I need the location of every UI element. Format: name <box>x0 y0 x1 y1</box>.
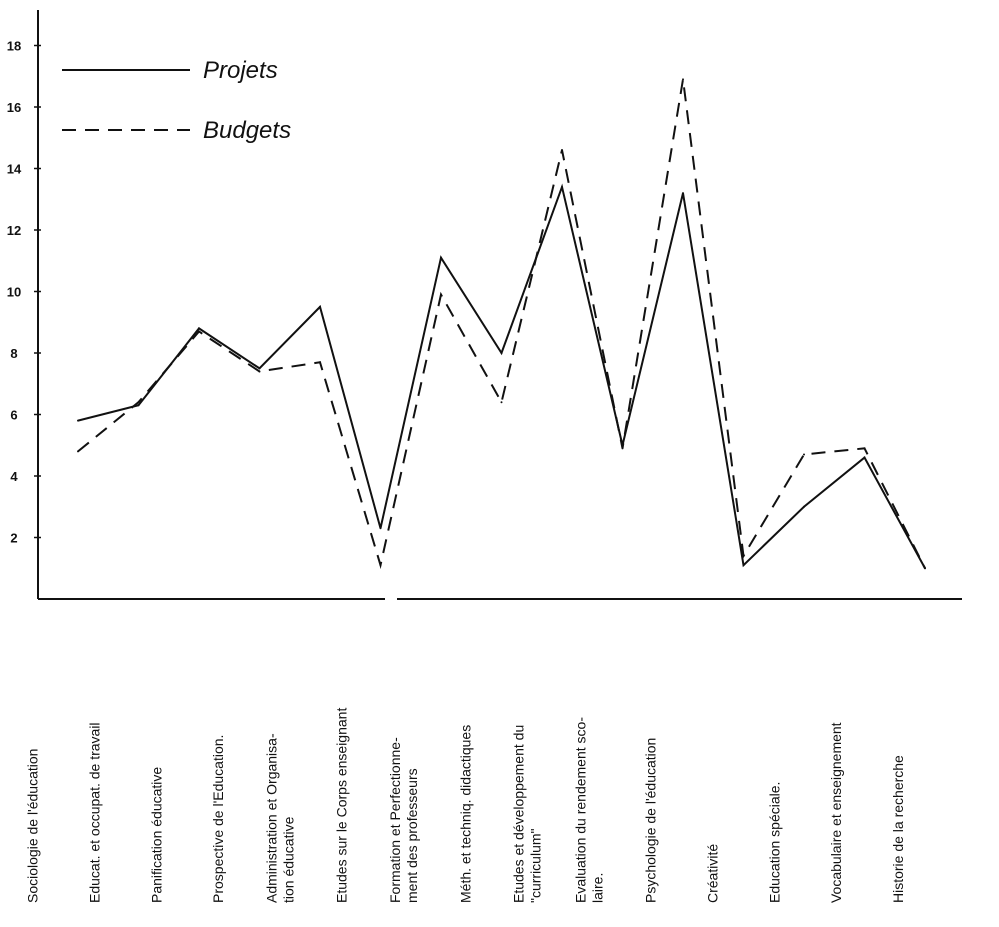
y-tick-label: 14 <box>7 162 22 177</box>
data-point-budgets <box>500 401 503 404</box>
data-point-budgets <box>863 447 866 450</box>
category-label: Evaluation du rendement sco- <box>572 717 588 903</box>
data-point-budgets <box>440 293 442 296</box>
data-point-budgets <box>198 330 200 333</box>
axes: 2 4 6 8 10 12 14 16 18 <box>7 10 962 600</box>
data-point-projets <box>803 505 805 508</box>
legend: Projets Budgets <box>62 57 291 144</box>
category-label: Prospective de l'Education. <box>210 735 226 903</box>
data-point-projets <box>198 327 200 330</box>
category-label: laire. <box>589 873 605 903</box>
category-label: Psychologie de l'éducation <box>643 738 659 903</box>
y-tick-label: 10 <box>7 285 21 300</box>
data-point-projets <box>379 527 382 530</box>
data-point-projets <box>258 367 261 370</box>
category-label: Etudes et développement du <box>511 725 527 903</box>
data-point-projets <box>863 456 866 459</box>
data-point-projets <box>77 419 79 422</box>
y-tick-label: 16 <box>7 100 21 115</box>
category-label: Vocabulaire et enseignement <box>828 722 844 903</box>
data-point-budgets <box>682 78 684 81</box>
y-tick-label: 18 <box>7 39 21 54</box>
category-label: Formation et Perfectionne- <box>387 737 403 903</box>
data-point-projets <box>500 352 503 354</box>
category-label: Educat. et occupat. de travail <box>87 722 103 903</box>
data-point-projets <box>561 185 563 188</box>
y-tick-label: 8 <box>10 346 17 361</box>
data-point-projets <box>682 192 684 195</box>
data-point-budgets <box>621 447 624 450</box>
category-label: Historie de la recherche <box>890 755 906 903</box>
data-point-budgets <box>258 370 261 373</box>
data-point-projets <box>137 404 140 407</box>
y-tick-label: 4 <box>10 469 18 484</box>
category-label: Etudes sur le Corps enseignant <box>334 708 350 903</box>
data-point-budgets <box>803 453 805 456</box>
category-label: ment des professeurs <box>404 768 420 903</box>
data-point-budgets <box>561 149 563 152</box>
category-label: Sociologie de l'éducation <box>25 749 41 903</box>
category-label: Créativité <box>705 844 721 903</box>
y-tick-label: 12 <box>7 223 21 238</box>
data-point-projets <box>440 256 442 259</box>
series-layer <box>77 78 926 570</box>
series-line-projets <box>77 183 926 569</box>
category-label: Education spéciale. <box>766 782 782 903</box>
data-point-budgets <box>742 554 745 557</box>
y-tick-label: 6 <box>10 408 17 423</box>
data-point-projets <box>319 305 321 308</box>
category-label: Panification éducative <box>148 767 164 903</box>
data-point-budgets <box>924 567 926 570</box>
legend-label-projets: Projets <box>203 57 278 84</box>
data-point-budgets <box>77 450 79 453</box>
category-label: tion éducative <box>280 816 296 903</box>
legend-label-budgets: Budgets <box>203 117 291 144</box>
data-point-budgets <box>137 401 140 404</box>
category-label: Administration et Organisa- <box>263 733 279 903</box>
data-point-budgets <box>379 564 382 567</box>
category-label: "curriculum" <box>528 828 544 903</box>
y-tick-label: 2 <box>10 531 17 546</box>
data-point-projets <box>742 564 745 567</box>
category-labels: Sociologie de l'éducation Educat. et occu… <box>25 708 906 903</box>
category-label: Méth. et techniq. didactiques <box>457 725 473 903</box>
data-point-budgets <box>319 361 321 364</box>
series-line-budgets <box>77 79 926 570</box>
